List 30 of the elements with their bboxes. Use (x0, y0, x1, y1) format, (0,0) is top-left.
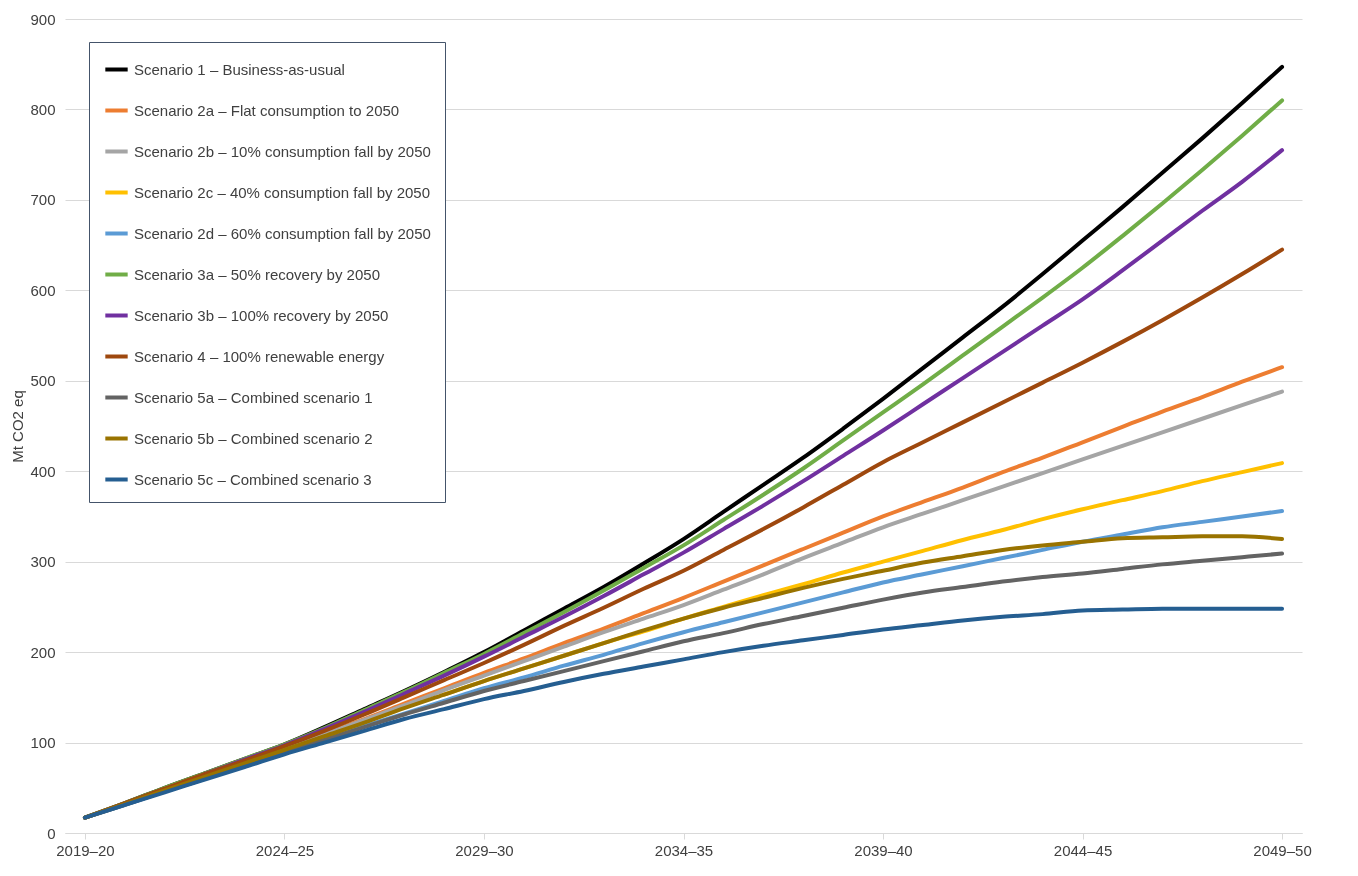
y-tick-label: 0 (47, 824, 56, 842)
legend-label: Scenario 5c – Combined scenario 3 (134, 470, 372, 488)
legend-label: Scenario 1 – Business-as-usual (134, 60, 345, 78)
y-tick-label: 400 (30, 462, 56, 480)
legend-label: Scenario 2d – 60% consumption fall by 2050 (134, 224, 431, 242)
y-tick-label: 300 (30, 553, 56, 571)
x-tick-label: 2024–25 (255, 841, 315, 859)
y-tick-label: 600 (30, 281, 56, 299)
y-tick-label: 900 (30, 10, 56, 28)
legend-label: Scenario 2a – Flat consumption to 2050 (134, 101, 400, 119)
legend-label: Scenario 5b – Combined scenario 2 (134, 429, 373, 447)
y-tick-label: 100 (30, 734, 56, 752)
y-tick-label: 500 (30, 372, 56, 390)
line-series (82, 606, 1285, 820)
legend-label: Scenario 2b – 10% consumption fall by 2050 (134, 142, 431, 160)
x-tick-label: 2019–20 (56, 841, 115, 859)
legend-label: Scenario 2c – 40% consumption fall by 2050 (134, 183, 431, 201)
x-tick-label: 2039–40 (854, 841, 913, 859)
legend-label: Scenario 5a – Combined scenario 1 (134, 388, 373, 406)
legend-label: Scenario 3a – 50% recovery by 2050 (134, 265, 380, 283)
x-tick-label: 2049–50 (1253, 841, 1312, 859)
x-tick-label: 2029–30 (455, 841, 514, 859)
legend-label: Scenario 3b – 100% recovery by 2050 (134, 306, 389, 324)
y-tick-label: 800 (30, 100, 56, 118)
y-tick-label: 700 (30, 191, 56, 209)
legend-label: Scenario 4 – 100% renewable energy (134, 347, 385, 365)
x-tick-label: 2034–35 (654, 841, 714, 859)
y-axis-title: Mt CO2 eq (9, 390, 27, 463)
y-tick-label: 200 (30, 643, 56, 661)
x-tick-label: 2044–45 (1053, 841, 1113, 859)
